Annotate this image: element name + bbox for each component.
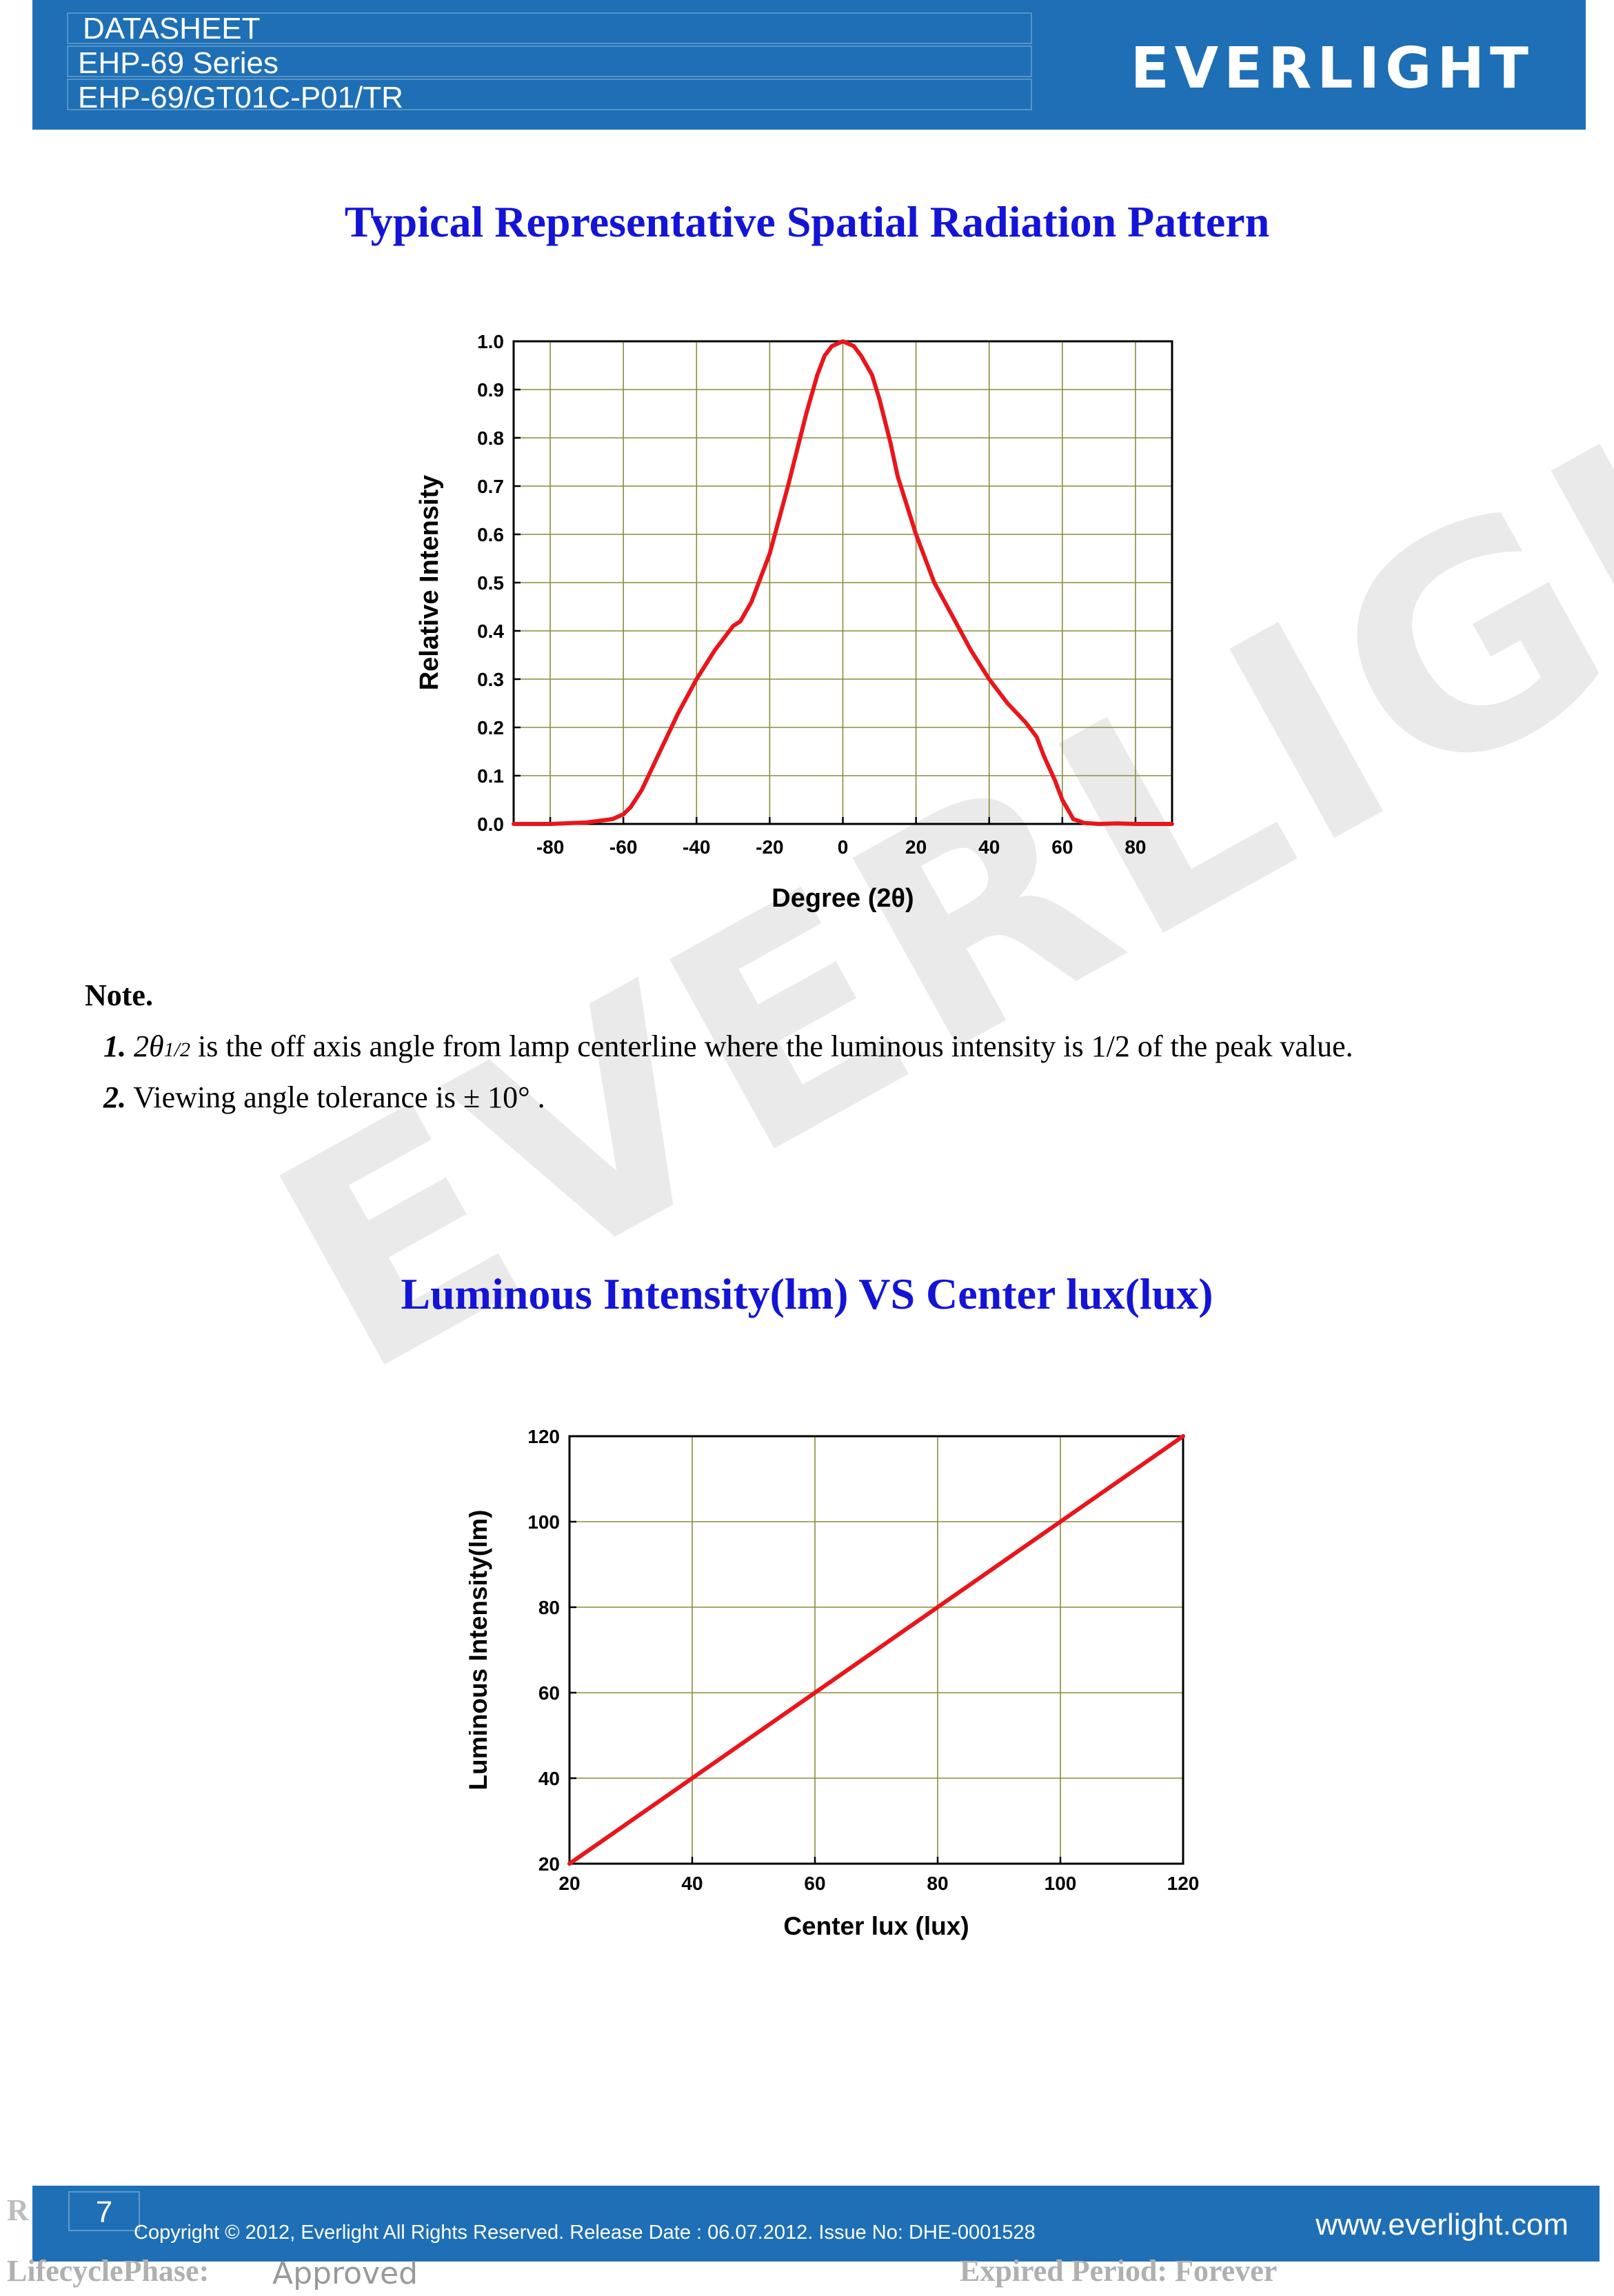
x-axis-title: Degree (2θ) [771, 884, 914, 913]
footer-lifecycle-status: Approved [272, 2256, 418, 2291]
note-item-1-symbol: 2θ [134, 1029, 164, 1063]
everlight-logo: EVERLIGHT [1130, 36, 1534, 101]
y-tick-label: 0.6 [477, 524, 504, 545]
y-tick-label: 0.3 [477, 669, 504, 690]
plot-frame [568, 1435, 1184, 1865]
y-tick-label: 0.9 [477, 379, 504, 401]
x-tick-label: -80 [536, 836, 564, 858]
footer-expired-period: Expired Period: Forever [960, 2254, 1278, 2288]
footer-meta-left-1: R [7, 2193, 29, 2227]
x-tick-label: 60 [804, 1873, 825, 1894]
header-doc-type: DATASHEET [83, 12, 261, 46]
x-tick-label: 120 [1167, 1873, 1200, 1894]
page-footer: 7 Copyright © 2012, Everlight All Rights… [32, 2186, 1600, 2262]
y-axis-title: Relative Intensity [415, 475, 444, 691]
y-tick-label: 120 [527, 1426, 560, 1447]
note-item-2-text: Viewing angle tolerance is ± 10° . [126, 1080, 545, 1114]
note-heading: Note. [85, 978, 153, 1012]
luminous-vs-lux-title: Luminous Intensity(lm) VS Center lux(lux… [401, 1269, 1213, 1318]
x-tick-label: 60 [1051, 836, 1073, 858]
header-box-1 [67, 12, 1032, 44]
x-tick-label: 0 [838, 836, 849, 858]
note-item-2-number: 2. [103, 1080, 126, 1114]
note-item-1-text: is the off axis angle from lamp centerli… [190, 1029, 1353, 1063]
header-box-2 [67, 46, 1032, 77]
y-tick-label: 0.0 [477, 814, 504, 835]
footer-lifecycle-label: LifecyclePhase: [7, 2254, 210, 2288]
y-tick-label: 40 [538, 1768, 560, 1789]
page-number: 7 [68, 2191, 140, 2231]
x-tick-label: -20 [756, 836, 783, 858]
x-tick-label: -40 [683, 836, 710, 858]
x-axis-title: Center lux (lux) [783, 1912, 969, 1940]
page-header: DATASHEET EHP-69 Series EHP-69/GT01C-P01… [32, 0, 1586, 130]
x-tick-label: 80 [1124, 836, 1146, 858]
x-tick-label: 20 [905, 836, 927, 858]
y-tick-label: 60 [538, 1682, 560, 1704]
y-tick-label: 0.1 [477, 765, 504, 787]
header-series: EHP-69 Series [78, 46, 279, 80]
website-link[interactable]: www.everlight.com [1315, 2208, 1568, 2242]
note-item-1-number: 1. [103, 1029, 126, 1063]
y-tick-label: 20 [538, 1853, 560, 1875]
y-tick-label: 100 [527, 1511, 560, 1533]
series-line [567, 1434, 1185, 1866]
y-axis-title: Luminous Intensity(lm) [469, 1510, 492, 1791]
y-tick-label: 0.8 [477, 427, 504, 449]
y-tick-label: 1.0 [477, 331, 504, 352]
x-tick-label: 20 [558, 1873, 580, 1894]
y-tick-label: 0.7 [477, 476, 504, 497]
note-item-1-subscript: 1/2 [163, 1038, 190, 1061]
luminous-vs-lux-chart: 20 40 60 80 100 120 20 40 60 80 100 120 Center lux (… [469, 1426, 1200, 1940]
radiation-pattern-title: Typical Representative Spatial Radiation… [344, 197, 1270, 246]
series-line [512, 339, 1174, 826]
x-tick-label: 100 [1045, 1873, 1077, 1894]
y-tick-label: 0.4 [477, 621, 504, 642]
y-tick-label: 0.5 [477, 572, 504, 594]
y-tick-label: 0.2 [477, 717, 504, 738]
radiation-pattern-chart: -80 -60 -40 -20 0 20 40 60 80 0.0 0.1 0.2 0.3 0.4 0.5 0… [415, 331, 1174, 913]
x-tick-label: 40 [681, 1873, 703, 1894]
x-tick-label: 80 [927, 1873, 948, 1894]
note-item-1: 1. 2θ1/2 is the off axis angle from lamp… [103, 1029, 1353, 1064]
y-tick-label: 80 [538, 1597, 560, 1618]
header-box-3 [67, 79, 1032, 110]
x-tick-label: 40 [978, 836, 1000, 858]
copyright-text: Copyright © 2012, Everlight All Rights R… [134, 2222, 1036, 2244]
x-tick-label: -60 [609, 836, 637, 858]
note-item-2: 2. Viewing angle tolerance is ± 10° . [103, 1080, 545, 1115]
header-part-number: EHP-69/GT01C-P01/TR [78, 81, 403, 114]
